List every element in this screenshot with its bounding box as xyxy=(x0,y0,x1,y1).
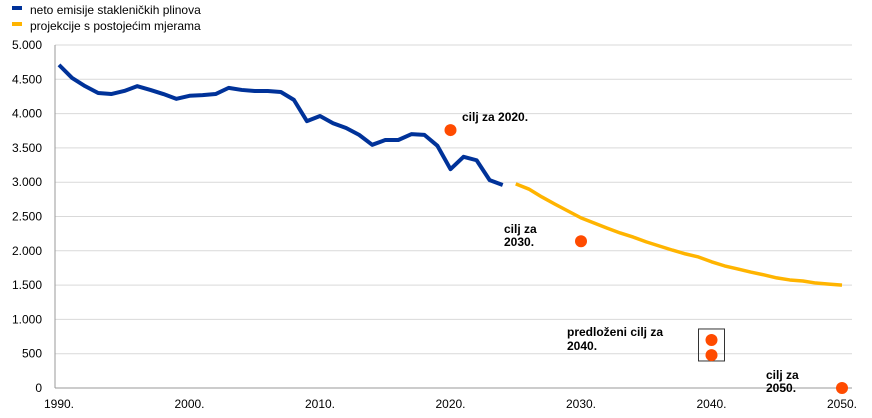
legend-swatch xyxy=(12,22,22,26)
legend-label: projekcije s postojećim mjerama xyxy=(30,19,201,33)
y-tick-label: 5.000 xyxy=(12,38,42,52)
y-tick-label: 0 xyxy=(35,381,42,395)
y-tick-label: 4.500 xyxy=(12,72,42,86)
target-point xyxy=(444,124,457,137)
annotation: 2040. xyxy=(567,339,597,353)
annotation: 2030. xyxy=(504,235,534,249)
y-tick-label: 500 xyxy=(22,347,42,361)
annotation: predloženi cilj za xyxy=(567,325,663,339)
y-tick-label: 1.500 xyxy=(12,278,42,292)
x-tick-label: 2020. xyxy=(435,397,465,411)
y-tick-label: 3.000 xyxy=(12,175,42,189)
x-tick-label: 1990. xyxy=(44,397,74,411)
annotation: cilj za 2020. xyxy=(462,110,528,124)
target-point xyxy=(575,235,587,248)
x-tick-label: 2040. xyxy=(696,397,726,411)
y-tick-label: 2.500 xyxy=(12,210,42,224)
y-tick-label: 3.500 xyxy=(12,141,42,155)
target-point xyxy=(836,382,848,394)
y-tick-label: 2.000 xyxy=(12,244,42,258)
annotation: cilj za xyxy=(504,222,537,236)
x-tick-label: 2010. xyxy=(305,397,335,411)
series-line-0 xyxy=(57,63,504,187)
y-tick-label: 1.000 xyxy=(12,312,42,326)
target-point xyxy=(705,333,718,346)
annotation: 2050. xyxy=(766,381,796,395)
target-point xyxy=(705,349,718,362)
legend-swatch xyxy=(12,6,22,10)
x-tick-label: 2050. xyxy=(827,397,857,411)
annotation: cilj za xyxy=(766,368,799,382)
x-tick-label: 2000. xyxy=(174,397,204,411)
legend-label: neto emisije stakleničkih plinova xyxy=(30,3,201,17)
y-tick-label: 4.000 xyxy=(12,107,42,121)
x-tick-label: 2030. xyxy=(566,397,596,411)
series-line-1 xyxy=(515,182,843,287)
